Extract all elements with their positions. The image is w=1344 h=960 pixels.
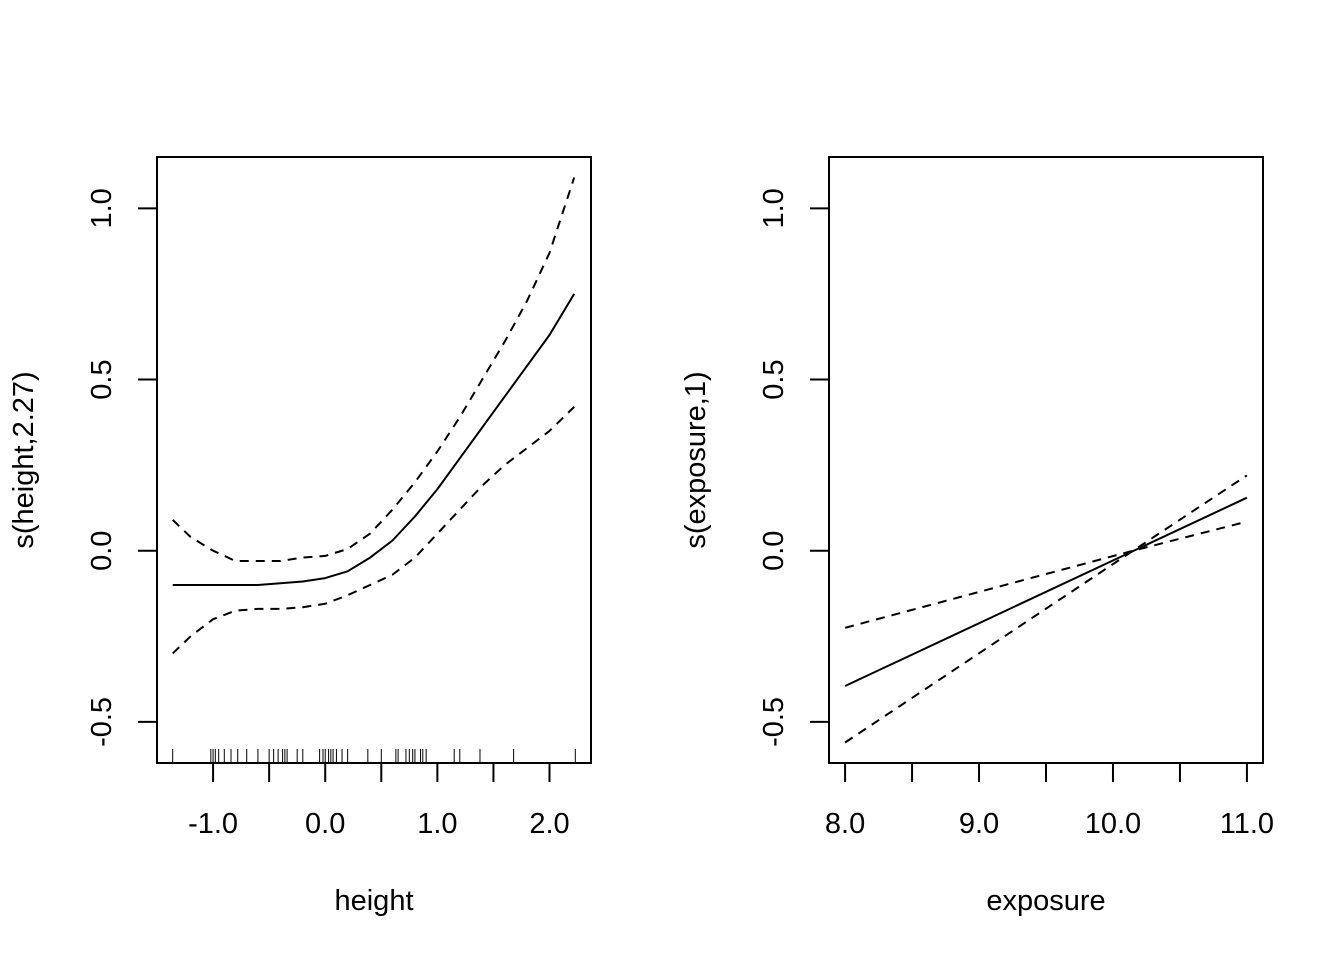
y-tick-label: 0.5 — [86, 359, 118, 399]
x-axis: 8.0 9.0 10.0 11.0 — [825, 762, 1274, 840]
y-tick-label: 1.0 — [86, 188, 118, 228]
x-axis-title: exposure — [986, 885, 1105, 917]
y-tick-label: -0.5 — [86, 697, 118, 747]
confidence-band-line-1 — [172, 177, 576, 562]
x-axis-title: height — [334, 885, 413, 917]
x-tick-label: 10.0 — [1085, 808, 1141, 840]
estimate-line-0 — [844, 496, 1248, 687]
x-tick-label: 2.0 — [529, 808, 569, 840]
y-tick-label: -0.5 — [758, 697, 790, 747]
y-axis-title: s(height,2.27) — [8, 371, 40, 548]
y-tick-label: 0.0 — [758, 531, 790, 571]
y-axis: -0.5 0.0 0.5 1.0 — [86, 188, 158, 747]
x-tick-label: 11.0 — [1220, 808, 1274, 840]
x-tick-label: 0.0 — [305, 808, 345, 840]
y-tick-label: 1.0 — [758, 188, 790, 228]
confidence-band-line-2 — [844, 474, 1248, 744]
curve-lines — [844, 474, 1248, 744]
x-axis: -1.0 0.0 1.0 2.0 — [188, 762, 570, 840]
curve-lines — [172, 177, 576, 655]
rug-marks — [172, 749, 576, 763]
y-tick-label: 0.5 — [758, 359, 790, 399]
plot-frame — [156, 156, 592, 764]
x-tick-label: -1.0 — [188, 808, 238, 840]
x-tick-label: 8.0 — [825, 808, 865, 840]
estimate-line-0 — [172, 293, 576, 586]
confidence-band-line-2 — [172, 406, 575, 655]
x-tick-label: 9.0 — [959, 808, 999, 840]
panel-exposure: 8.0 9.0 10.0 11.0 -0.5 0.0 0.5 1.0 exposure s(… — [680, 156, 1274, 917]
y-axis: -0.5 0.0 0.5 1.0 — [758, 188, 830, 747]
confidence-band-line-1 — [844, 520, 1248, 629]
plot-frame — [828, 156, 1264, 764]
y-tick-label: 0.0 — [86, 531, 118, 571]
x-tick-label: 1.0 — [417, 808, 457, 840]
panel-height: -1.0 0.0 1.0 2.0 -0.5 0.0 0.5 1.0 height s(hei… — [8, 156, 592, 917]
y-axis-title: s(exposure,1) — [680, 371, 712, 548]
